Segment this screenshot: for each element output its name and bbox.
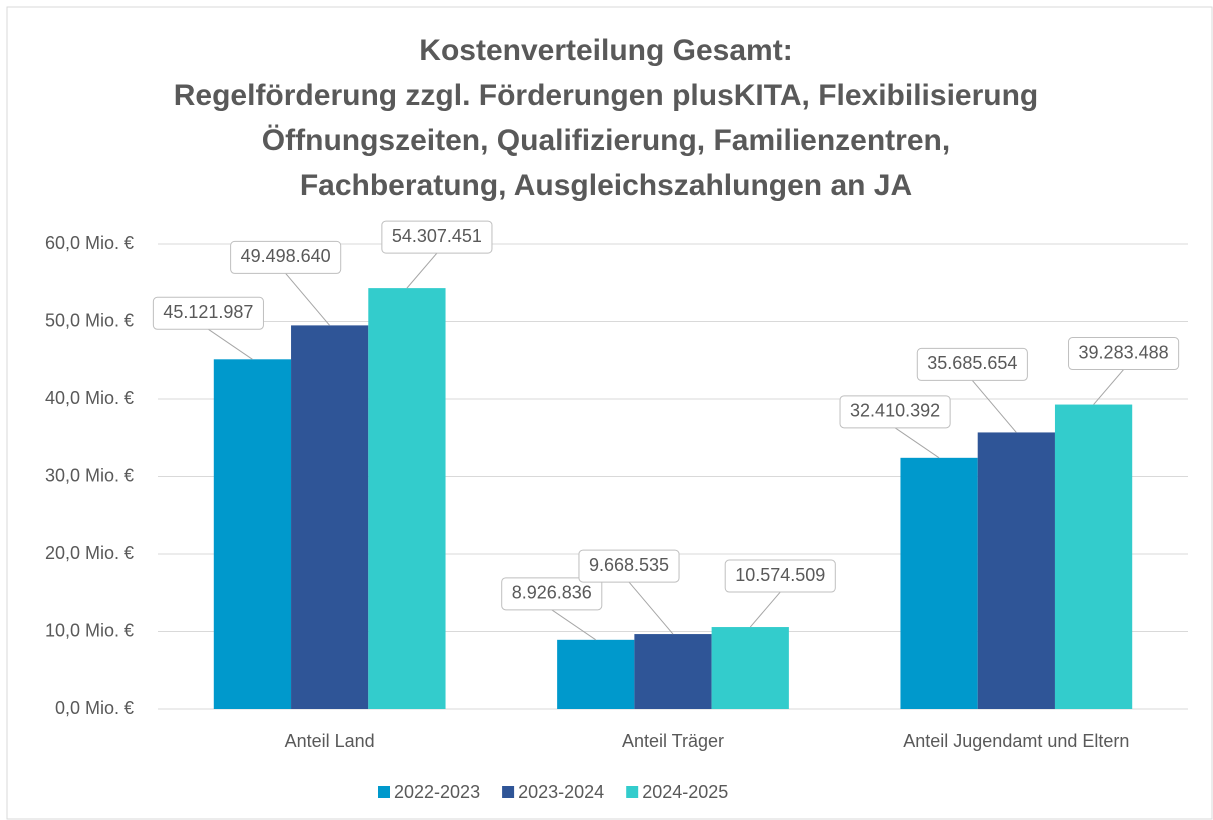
bar bbox=[368, 288, 446, 709]
x-tick-label: Anteil Land bbox=[285, 731, 375, 751]
data-label-box bbox=[1068, 337, 1180, 371]
leader-line bbox=[406, 252, 438, 289]
data-label: 39.283.488 bbox=[1079, 342, 1169, 362]
leader-line bbox=[749, 591, 781, 628]
y-tick-label: 50,0 Mio. € bbox=[45, 310, 134, 330]
leader-line bbox=[894, 427, 940, 459]
data-label-box bbox=[578, 549, 680, 583]
bar bbox=[634, 634, 712, 709]
legend-swatch bbox=[626, 786, 639, 798]
data-label-box bbox=[381, 220, 493, 254]
y-tick-label: 0,0 Mio. € bbox=[55, 698, 134, 718]
data-label: 32.410.392 bbox=[850, 401, 940, 421]
legend-swatch bbox=[378, 786, 390, 798]
bar bbox=[557, 639, 635, 709]
data-label-box bbox=[501, 577, 603, 611]
leader-line bbox=[551, 609, 597, 641]
leader-line bbox=[285, 273, 331, 326]
data-label-box bbox=[152, 296, 264, 330]
data-label: 49.498.640 bbox=[241, 246, 331, 266]
bar bbox=[900, 457, 978, 709]
legend-label: 2023-2024 bbox=[518, 782, 604, 802]
leader-line bbox=[971, 380, 1017, 433]
chart-title: Kostenverteilung Gesamt: bbox=[419, 34, 792, 67]
y-tick-label: 20,0 Mio. € bbox=[45, 543, 134, 563]
leader-line bbox=[628, 581, 674, 635]
data-label: 8.926.836 bbox=[512, 583, 592, 603]
y-tick-label: 10,0 Mio. € bbox=[45, 620, 134, 640]
data-label: 9.668.535 bbox=[589, 555, 669, 575]
x-tick-label: Anteil Jugendamt und Eltern bbox=[903, 731, 1129, 751]
leader-line bbox=[208, 328, 253, 360]
data-label: 54.307.451 bbox=[392, 226, 482, 246]
bar bbox=[977, 432, 1055, 709]
data-label: 45.121.987 bbox=[163, 302, 253, 322]
y-tick-label: 40,0 Mio. € bbox=[45, 388, 134, 408]
legend-label: 2024-2025 bbox=[642, 782, 728, 802]
data-label-box bbox=[916, 347, 1028, 381]
data-label: 35.685.654 bbox=[927, 353, 1017, 373]
x-tick-label: Anteil Träger bbox=[622, 731, 724, 751]
leader-line bbox=[1093, 369, 1124, 405]
chart-title: Öffnungszeiten, Qualifizierung, Familien… bbox=[262, 124, 950, 157]
data-label-box bbox=[230, 240, 342, 274]
bar bbox=[213, 359, 292, 709]
bar bbox=[291, 325, 369, 709]
chart-title: Fachberatung, Ausgleichszahlungen an JA bbox=[300, 169, 912, 202]
y-tick-label: 30,0 Mio. € bbox=[45, 465, 134, 485]
bar bbox=[1054, 404, 1133, 709]
bar bbox=[711, 627, 789, 709]
chart-title: Regelförderung zzgl. Förderungen plusKIT… bbox=[174, 79, 1039, 112]
data-label: 10.574.509 bbox=[735, 565, 825, 585]
data-label-box bbox=[724, 559, 836, 593]
data-label-box bbox=[839, 395, 951, 429]
legend-swatch bbox=[502, 786, 515, 798]
legend-label: 2022-2023 bbox=[394, 782, 480, 802]
y-tick-label: 60,0 Mio. € bbox=[45, 233, 134, 253]
